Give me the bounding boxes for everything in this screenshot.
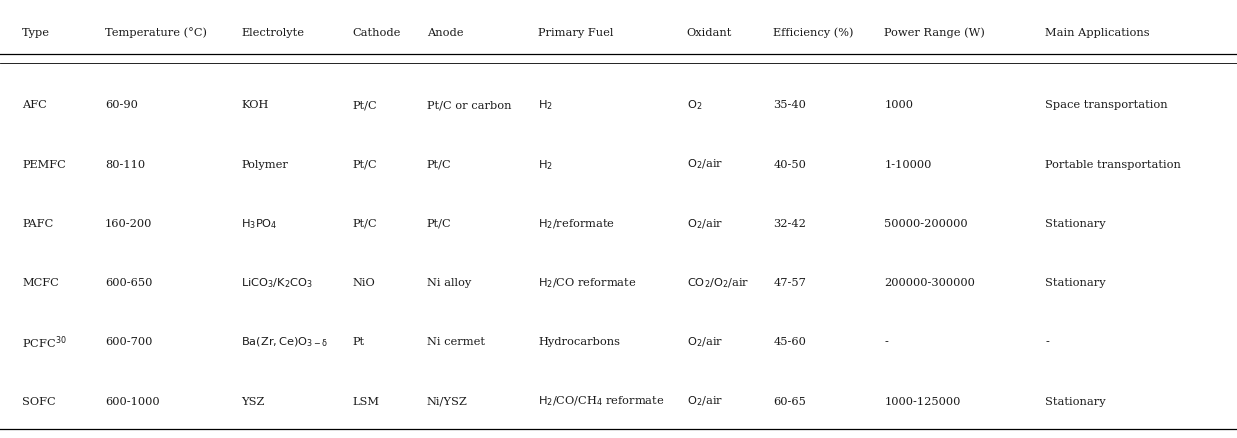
Text: Pt/C: Pt/C	[353, 159, 377, 169]
Text: Temperature (°C): Temperature (°C)	[105, 28, 207, 38]
Text: $\mathrm{Ba(Zr,Ce)O_{3-\delta}}$: $\mathrm{Ba(Zr,Ce)O_{3-\delta}}$	[241, 335, 329, 348]
Text: 60-90: 60-90	[105, 100, 139, 110]
Text: YSZ: YSZ	[241, 396, 265, 406]
Text: LSM: LSM	[353, 396, 380, 406]
Text: AFC: AFC	[22, 100, 47, 110]
Text: Electrolyte: Electrolyte	[241, 28, 304, 38]
Text: 160-200: 160-200	[105, 219, 152, 228]
Text: Efficiency (%): Efficiency (%)	[773, 28, 854, 38]
Text: 40-50: 40-50	[773, 159, 807, 169]
Text: Pt/C: Pt/C	[427, 219, 452, 228]
Text: $\mathrm{O_2}$/air: $\mathrm{O_2}$/air	[687, 394, 722, 407]
Text: $\mathrm{LiCO_3/K_2CO_3}$: $\mathrm{LiCO_3/K_2CO_3}$	[241, 276, 313, 290]
Text: 50000-200000: 50000-200000	[884, 219, 969, 228]
Text: 47-57: 47-57	[773, 278, 807, 287]
Text: 32-42: 32-42	[773, 219, 807, 228]
Text: 600-650: 600-650	[105, 278, 152, 287]
Text: Ni alloy: Ni alloy	[427, 278, 471, 287]
Text: 45-60: 45-60	[773, 337, 807, 346]
Text: Pt: Pt	[353, 337, 365, 346]
Text: MCFC: MCFC	[22, 278, 59, 287]
Text: Pt/C or carbon: Pt/C or carbon	[427, 100, 511, 110]
Text: Portable transportation: Portable transportation	[1045, 159, 1181, 169]
Text: 60-65: 60-65	[773, 396, 807, 406]
Text: $\mathrm{O_2}$/air: $\mathrm{O_2}$/air	[687, 335, 722, 348]
Text: Cathode: Cathode	[353, 28, 401, 38]
Text: Ni/YSZ: Ni/YSZ	[427, 396, 468, 406]
Text: PEMFC: PEMFC	[22, 159, 66, 169]
Text: $\mathrm{O_2}$: $\mathrm{O_2}$	[687, 98, 701, 112]
Text: 80-110: 80-110	[105, 159, 145, 169]
Text: $\mathrm{H_2}$: $\mathrm{H_2}$	[538, 157, 553, 171]
Text: 1000-125000: 1000-125000	[884, 396, 961, 406]
Text: Stationary: Stationary	[1045, 396, 1106, 406]
Text: NiO: NiO	[353, 278, 375, 287]
Text: 35-40: 35-40	[773, 100, 807, 110]
Text: $\mathrm{H_3PO_4}$: $\mathrm{H_3PO_4}$	[241, 216, 278, 230]
Text: 200000-300000: 200000-300000	[884, 278, 975, 287]
Text: Primary Fuel: Primary Fuel	[538, 28, 614, 38]
Text: -: -	[1045, 337, 1049, 346]
Text: Type: Type	[22, 28, 51, 38]
Text: $\mathrm{H_2}$/reformate: $\mathrm{H_2}$/reformate	[538, 217, 615, 230]
Text: Stationary: Stationary	[1045, 219, 1106, 228]
Text: Hydrocarbons: Hydrocarbons	[538, 337, 620, 346]
Text: Pt/C: Pt/C	[427, 159, 452, 169]
Text: Polymer: Polymer	[241, 159, 288, 169]
Text: Ni cermet: Ni cermet	[427, 337, 485, 346]
Text: Stationary: Stationary	[1045, 278, 1106, 287]
Text: $\mathrm{O_2}$/air: $\mathrm{O_2}$/air	[687, 217, 722, 230]
Text: PCFC$^{30}$: PCFC$^{30}$	[22, 333, 67, 350]
Text: PAFC: PAFC	[22, 219, 53, 228]
Text: $\mathrm{H_2}$/CO/CH$_4$ reformate: $\mathrm{H_2}$/CO/CH$_4$ reformate	[538, 394, 664, 407]
Text: Main Applications: Main Applications	[1045, 28, 1150, 38]
Text: Space transportation: Space transportation	[1045, 100, 1168, 110]
Text: Pt/C: Pt/C	[353, 100, 377, 110]
Text: $\mathrm{H_2}$: $\mathrm{H_2}$	[538, 98, 553, 112]
Text: SOFC: SOFC	[22, 396, 56, 406]
Text: $\mathrm{CO_2/O_2}$/air: $\mathrm{CO_2/O_2}$/air	[687, 276, 748, 289]
Text: Pt/C: Pt/C	[353, 219, 377, 228]
Text: Anode: Anode	[427, 28, 464, 38]
Text: KOH: KOH	[241, 100, 268, 110]
Text: $\mathrm{O_2}$/air: $\mathrm{O_2}$/air	[687, 158, 722, 171]
Text: 1000: 1000	[884, 100, 913, 110]
Text: 600-700: 600-700	[105, 337, 152, 346]
Text: -: -	[884, 337, 888, 346]
Text: Oxidant: Oxidant	[687, 28, 732, 38]
Text: Power Range (W): Power Range (W)	[884, 28, 986, 38]
Text: 600-1000: 600-1000	[105, 396, 160, 406]
Text: $\mathrm{H_2}$/CO reformate: $\mathrm{H_2}$/CO reformate	[538, 276, 637, 289]
Text: 1-10000: 1-10000	[884, 159, 931, 169]
